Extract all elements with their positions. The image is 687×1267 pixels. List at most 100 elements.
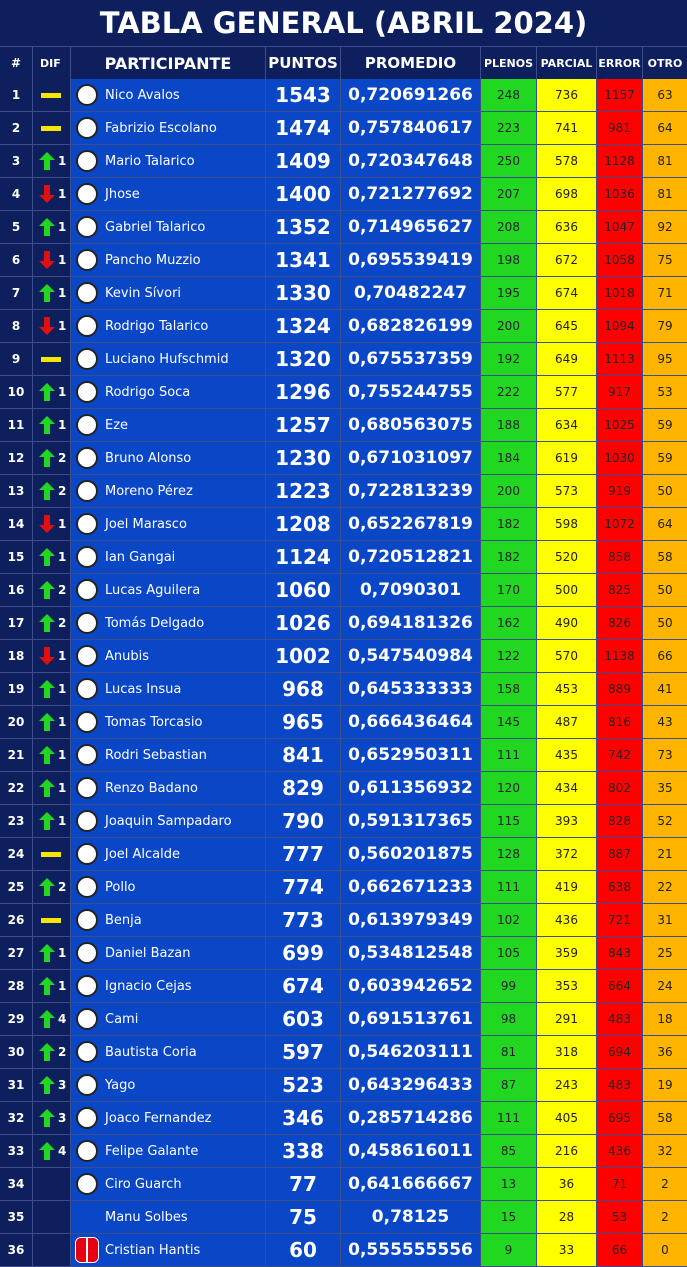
row-average: 0,645333333 [341, 673, 481, 705]
row-participant: Joaco Fernandez [103, 1102, 266, 1134]
row-otro: 2 [643, 1201, 687, 1233]
club-crest-icon [76, 1140, 98, 1162]
row-logo [71, 1234, 103, 1266]
row-change-amount: 1 [58, 550, 67, 564]
row-parcial: 598 [537, 508, 597, 540]
row-points: 1352 [266, 211, 341, 243]
row-average: 0,560201875 [341, 838, 481, 870]
row-change [33, 112, 71, 144]
row-participant: Nico Avalos [103, 79, 266, 111]
row-otro: 24 [643, 970, 687, 1002]
row-plenos: 222 [481, 376, 537, 408]
row-change-amount: 1 [58, 781, 67, 795]
row-parcial: 453 [537, 673, 597, 705]
row-participant: Jhose [103, 178, 266, 210]
row-change-amount: 1 [58, 979, 67, 993]
club-crest-icon [76, 909, 98, 931]
row-parcial: 636 [537, 211, 597, 243]
row-change-amount: 1 [58, 319, 67, 333]
row-error: 1036 [597, 178, 643, 210]
club-crest-icon [76, 678, 98, 700]
row-participant: Kevin Sívori [103, 277, 266, 309]
row-otro: 66 [643, 640, 687, 672]
row-plenos: 98 [481, 1003, 537, 1035]
row-logo [71, 805, 103, 837]
row-change: 1 [33, 970, 71, 1002]
row-error: 1025 [597, 409, 643, 441]
row-position: 24 [0, 838, 33, 870]
row-participant: Rodrigo Soca [103, 376, 266, 408]
row-plenos: 111 [481, 739, 537, 771]
row-plenos: 195 [481, 277, 537, 309]
row-average: 0,694181326 [341, 607, 481, 639]
table-row: 27 1 Daniel Bazan 699 0,534812548 105 359 843 25 [0, 937, 687, 970]
club-crest-icon [76, 84, 98, 106]
row-points: 523 [266, 1069, 341, 1101]
row-position: 18 [0, 640, 33, 672]
row-change: 1 [33, 640, 71, 672]
row-parcial: 243 [537, 1069, 597, 1101]
row-points: 603 [266, 1003, 341, 1035]
row-error: 66 [597, 1234, 643, 1266]
row-otro: 43 [643, 706, 687, 738]
row-parcial: 736 [537, 79, 597, 111]
arrow-up-icon [39, 977, 55, 995]
row-points: 774 [266, 871, 341, 903]
row-otro: 53 [643, 376, 687, 408]
header-participante: PARTICIPANTE [71, 46, 266, 79]
row-change: 1 [33, 211, 71, 243]
club-crest-icon [76, 117, 98, 139]
row-average: 0,682826199 [341, 310, 481, 342]
row-change: 1 [33, 805, 71, 837]
row-position: 31 [0, 1069, 33, 1101]
row-position: 22 [0, 772, 33, 804]
row-parcial: 393 [537, 805, 597, 837]
row-plenos: 13 [481, 1168, 537, 1200]
row-error: 802 [597, 772, 643, 804]
row-parcial: 318 [537, 1036, 597, 1068]
row-otro: 0 [643, 1234, 687, 1266]
row-change-amount: 1 [58, 286, 67, 300]
table-row: 30 2 Bautista Coria 597 0,546203111 81 318 694 3… [0, 1036, 687, 1069]
table-body: 1 Nico Avalos 1543 0,720691266 248 736 1157 63 2… [0, 79, 687, 1267]
club-crest-icon [76, 612, 98, 634]
row-change: 1 [33, 508, 71, 540]
row-plenos: 111 [481, 1102, 537, 1134]
no-change-icon [41, 917, 61, 923]
row-position: 25 [0, 871, 33, 903]
row-average: 0,611356932 [341, 772, 481, 804]
arrow-up-icon [39, 713, 55, 731]
arrow-up-icon [39, 1010, 55, 1028]
row-points: 1124 [266, 541, 341, 573]
row-error: 695 [597, 1102, 643, 1134]
row-error: 664 [597, 970, 643, 1002]
row-error: 816 [597, 706, 643, 738]
row-error: 721 [597, 904, 643, 936]
row-otro: 95 [643, 343, 687, 375]
table-row: 11 1 Eze 1257 0,680563075 188 634 1025 59 [0, 409, 687, 442]
row-participant: Gabriel Talarico [103, 211, 266, 243]
row-parcial: 741 [537, 112, 597, 144]
row-parcial: 649 [537, 343, 597, 375]
row-position: 35 [0, 1201, 33, 1233]
club-crest-icon [76, 183, 98, 205]
row-plenos: 248 [481, 79, 537, 111]
row-parcial: 634 [537, 409, 597, 441]
row-error: 843 [597, 937, 643, 969]
row-change: 1 [33, 310, 71, 342]
row-otro: 63 [643, 79, 687, 111]
row-error: 742 [597, 739, 643, 771]
row-otro: 64 [643, 112, 687, 144]
arrow-down-icon [39, 515, 55, 533]
club-crest-icon [76, 513, 98, 535]
row-change-amount: 1 [58, 946, 67, 960]
table-row: 4 1 Jhose 1400 0,721277692 207 698 1036 81 [0, 178, 687, 211]
header-plenos: PLENOS [481, 46, 537, 79]
row-otro: 81 [643, 178, 687, 210]
row-change [33, 343, 71, 375]
row-position: 15 [0, 541, 33, 573]
row-parcial: 434 [537, 772, 597, 804]
row-position: 33 [0, 1135, 33, 1167]
row-parcial: 570 [537, 640, 597, 672]
